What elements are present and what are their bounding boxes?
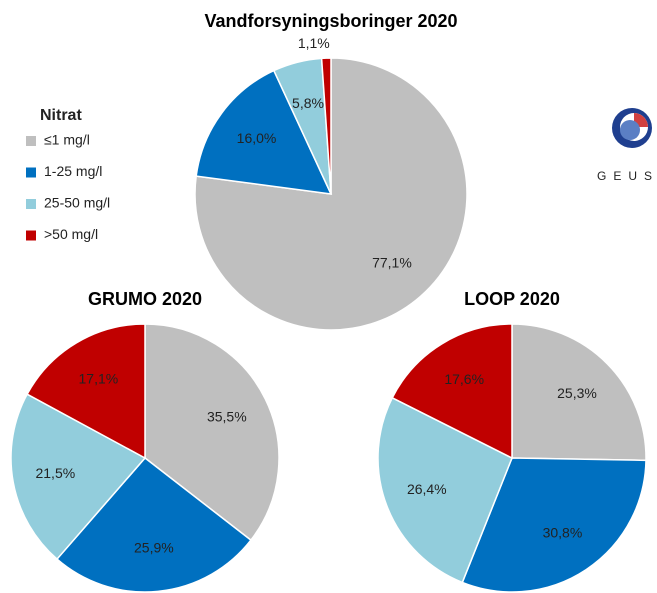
pie-slice (26, 323, 146, 460)
logo: GEUS (597, 108, 657, 183)
data-label: 16,0% (237, 130, 277, 146)
pie-slice (55, 456, 252, 593)
pie-slice (511, 323, 647, 462)
legend-label: 25-50 mg/l (44, 195, 110, 211)
pie-slice (377, 396, 513, 584)
legend-swatch (26, 230, 36, 241)
chart-title: LOOP 2020 (464, 289, 560, 309)
legend-label: 1-25 mg/l (44, 163, 102, 179)
data-label: 35,5% (207, 409, 247, 425)
data-label: 77,1% (372, 254, 412, 270)
chart-title: Vandforsyningsboringer 2020 (204, 11, 457, 31)
legend-title: Nitrat (40, 107, 82, 124)
chart-title: GRUMO 2020 (88, 289, 202, 309)
pie-slice (320, 57, 332, 195)
data-label: 1,1% (298, 35, 330, 51)
data-label: 17,6% (444, 371, 484, 387)
legend-label: >50 mg/l (44, 226, 98, 242)
data-label: 26,4% (407, 481, 447, 497)
data-label: 21,5% (35, 465, 75, 481)
legend-swatch (26, 136, 36, 146)
pie-slice (10, 393, 147, 561)
data-label: 25,9% (134, 539, 174, 555)
logo-dot (620, 120, 640, 140)
legend-swatch (26, 199, 36, 209)
logo-text: GEUS (597, 169, 657, 183)
data-label: 25,3% (557, 385, 597, 401)
data-label: 5,8% (292, 95, 324, 111)
pie-slice (461, 457, 647, 593)
legend-label: ≤1 mg/l (44, 132, 90, 148)
pie-slice (391, 323, 513, 460)
pie-slice (144, 323, 280, 542)
legend-swatch (26, 167, 36, 178)
data-label: 17,1% (79, 370, 119, 386)
pie-slice (195, 69, 333, 195)
data-label: 30,8% (543, 525, 583, 541)
